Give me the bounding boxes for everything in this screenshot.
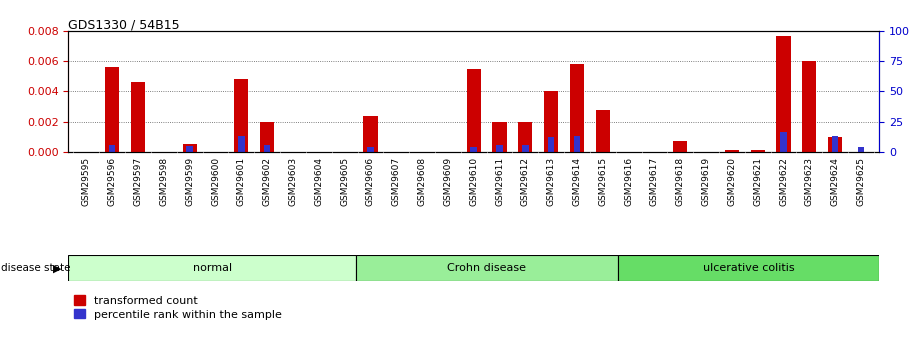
Legend: transformed count, percentile rank within the sample: transformed count, percentile rank withi… [74,295,281,319]
Bar [493,121,507,152]
Text: GSM29620: GSM29620 [727,157,736,206]
Bar [496,145,503,152]
Text: GSM29598: GSM29598 [159,157,169,206]
Text: GSM29612: GSM29612 [521,157,530,206]
Text: ulcerative colitis: ulcerative colitis [702,263,794,273]
Text: GSM29597: GSM29597 [134,157,142,206]
Bar [356,255,618,281]
Bar [234,79,249,152]
Text: GSM29601: GSM29601 [237,157,246,206]
Text: GSM29623: GSM29623 [805,157,814,206]
Bar [544,91,558,152]
Text: Crohn disease: Crohn disease [447,263,527,273]
Bar [367,147,374,152]
Bar [618,255,879,281]
Text: GSM29611: GSM29611 [495,157,504,206]
Bar [260,121,274,152]
Bar [470,147,477,152]
Text: GSM29605: GSM29605 [340,157,349,206]
Bar [187,146,193,152]
Text: GDS1330 / 54B15: GDS1330 / 54B15 [68,18,180,31]
Text: GSM29621: GSM29621 [753,157,763,206]
Text: GSM29616: GSM29616 [624,157,633,206]
Text: ▶: ▶ [53,263,62,273]
Text: GSM29610: GSM29610 [469,157,478,206]
Text: GSM29604: GSM29604 [314,157,323,206]
Text: GSM29607: GSM29607 [392,157,401,206]
Bar [264,145,271,152]
Bar [182,144,197,152]
Bar [570,64,584,152]
Text: GSM29613: GSM29613 [547,157,556,206]
Bar [105,67,119,152]
Bar [109,145,116,152]
Text: GSM29625: GSM29625 [856,157,865,206]
Text: GSM29595: GSM29595 [82,157,91,206]
Bar [522,145,528,152]
Bar [68,255,356,281]
Bar [858,147,865,152]
Text: GSM29608: GSM29608 [417,157,426,206]
Text: GSM29606: GSM29606 [366,157,375,206]
Text: GSM29609: GSM29609 [444,157,453,206]
Text: GSM29596: GSM29596 [107,157,117,206]
Text: GSM29599: GSM29599 [185,157,194,206]
Text: disease state: disease state [1,263,70,273]
Bar [596,110,610,152]
Text: GSM29624: GSM29624 [831,157,840,206]
Text: GSM29622: GSM29622 [779,157,788,206]
Bar [548,137,555,152]
Bar [466,69,481,152]
Bar [832,136,838,152]
Bar [518,121,532,152]
Bar [751,150,765,152]
Bar [776,36,791,152]
Text: GSM29614: GSM29614 [572,157,581,206]
Bar [131,82,145,152]
Text: GSM29600: GSM29600 [211,157,220,206]
Text: GSM29615: GSM29615 [599,157,608,206]
Text: GSM29619: GSM29619 [701,157,711,206]
Text: normal: normal [192,263,231,273]
Text: GSM29617: GSM29617 [650,157,659,206]
Text: GSM29603: GSM29603 [289,157,298,206]
Bar [725,150,739,152]
Text: GSM29602: GSM29602 [262,157,271,206]
Bar [574,136,580,152]
Bar [363,116,377,152]
Bar [673,141,688,152]
Bar [781,132,787,152]
Bar [828,137,843,152]
Bar [803,61,816,152]
Text: GSM29618: GSM29618 [676,157,685,206]
Bar [238,136,244,152]
